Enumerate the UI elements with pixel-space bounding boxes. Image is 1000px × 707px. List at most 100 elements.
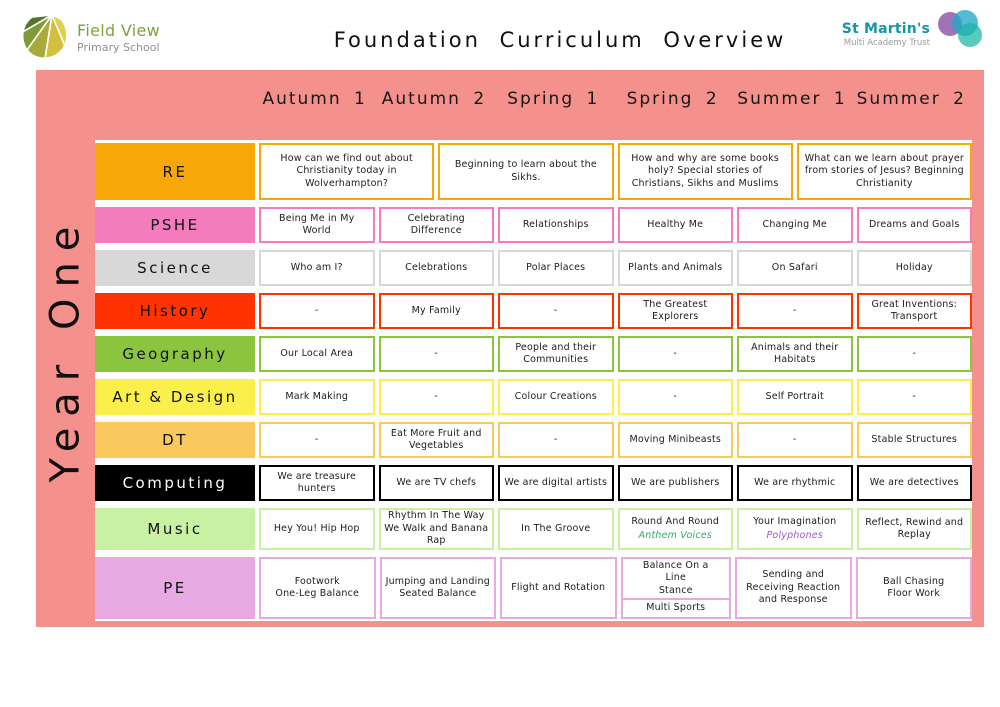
- year-band: Year One: [36, 70, 95, 627]
- subject-label-art-design: Art & Design: [95, 379, 255, 415]
- topic-cell: Changing Me: [737, 207, 853, 243]
- topic-text: How and why are some books holy? Special…: [631, 152, 779, 189]
- subject-row-pe: PE Footwork One-Leg Balance Jumping and La…: [95, 557, 972, 619]
- topic-text: Celebrations: [405, 261, 468, 273]
- season-header-row: Autumn 1 Autumn 2 Spring 1 Spring 2 Summer 1…: [255, 89, 971, 109]
- topic-text: -: [434, 390, 439, 402]
- subject-row-geography: Geography Our Local Area - People and their…: [95, 336, 972, 372]
- topic-text: -: [434, 347, 439, 359]
- topic-cell: -: [737, 293, 853, 329]
- top-bar: Field View Primary School Foundation Cur…: [0, 0, 1000, 70]
- topic-text: -: [673, 390, 678, 402]
- row-cells: Hey You! Hip Hop Rhythm In The Way We Wal…: [259, 508, 972, 550]
- topic-text: Colour Creations: [514, 390, 597, 402]
- trust-text: St Martin's Multi Academy Trust: [842, 21, 930, 48]
- topic-text: People and their Communities: [515, 341, 597, 365]
- topic-text: Sending and Receiving Reaction and Respo…: [746, 569, 841, 606]
- subject-label-computing: Computing: [95, 465, 255, 501]
- topic-cell: Hey You! Hip Hop: [259, 508, 375, 550]
- page-title: Foundation Curriculum Overview: [333, 28, 787, 52]
- row-cells: Our Local Area - People and their Communit…: [259, 336, 972, 372]
- trust-subtitle: Multi Academy Trust: [843, 37, 930, 48]
- topic-cell: -: [378, 379, 494, 415]
- topic-text: We are digital artists: [504, 476, 608, 488]
- topic-text: Ball Chasing Floor Work: [883, 575, 945, 599]
- topic-text: Flight and Rotation: [511, 581, 606, 593]
- topic-accent-text: Polyphones: [766, 529, 823, 541]
- topic-text: Our Local Area: [280, 347, 354, 359]
- subject-label-science: Science: [95, 250, 255, 286]
- subject-label-pe: PE: [95, 557, 255, 619]
- season-header-5: Summer 1: [737, 89, 847, 109]
- topic-text: Your Imagination: [753, 516, 837, 528]
- topic-text: Celebrating Difference: [407, 212, 465, 236]
- topic-cell: Relationships: [498, 207, 614, 243]
- topic-cell: Being Me in My World: [259, 207, 375, 243]
- topic-cell: Celebrating Difference: [378, 207, 494, 243]
- school-text: Field View Primary School: [77, 21, 160, 54]
- topic-cell: Jumping and Landing Seated Balance: [379, 557, 496, 619]
- topic-text: Round And Round: [631, 516, 720, 528]
- topic-text: Self Portrait: [765, 390, 824, 402]
- topic-cell: -: [737, 422, 853, 458]
- topic-text: Polar Places: [526, 261, 586, 273]
- topic-text: The Greatest Explorers: [643, 298, 708, 322]
- topic-cell: Plants and Animals: [617, 250, 733, 286]
- topic-text: Being Me in My World: [279, 212, 355, 236]
- topic-cell: Your Imagination Polyphones: [737, 508, 853, 550]
- topic-cell: The Greatest Explorers: [617, 293, 733, 329]
- topic-text: Who am I?: [290, 261, 343, 273]
- topic-text: -: [314, 433, 319, 445]
- topic-cell: We are TV chefs: [378, 465, 494, 501]
- topic-cell: Holiday: [856, 250, 972, 286]
- topic-cell: What can we learn about prayer from stor…: [796, 143, 972, 200]
- topic-cell: Balance On a Line Stance Multi Sports: [620, 557, 731, 619]
- topic-cell: Dreams and Goals: [856, 207, 972, 243]
- topic-cell: Healthy Me: [617, 207, 733, 243]
- topic-text: -: [553, 433, 558, 445]
- curriculum-table: RE How can we find out about Christianity…: [95, 140, 972, 621]
- subject-row-pshe: PSHE Being Me in My World Celebrating Diff…: [95, 207, 972, 243]
- topic-cell: Polar Places: [498, 250, 614, 286]
- topic-cell: -: [259, 293, 375, 329]
- subject-row-history: History - My Family - The Greatest Explorers…: [95, 293, 972, 329]
- season-header-4: Spring 2: [626, 89, 719, 109]
- topic-cell: We are rhythmic: [737, 465, 853, 501]
- trust-name: St Martin's: [841, 20, 930, 37]
- topic-cell: -: [856, 379, 972, 415]
- topic-cell: Sending and Receiving Reaction and Respo…: [735, 557, 852, 619]
- topic-cell: Flight and Rotation: [500, 557, 617, 619]
- topic-text: Stable Structures: [871, 433, 958, 445]
- topic-text: We are rhythmic: [754, 476, 836, 488]
- topic-cell-part: Multi Sports: [622, 598, 729, 617]
- topic-text: Eat More Fruit and Vegetables: [390, 427, 482, 451]
- topic-cell: My Family: [378, 293, 494, 329]
- trust-circles-icon: [934, 9, 986, 59]
- subject-label-re: RE: [95, 143, 255, 200]
- season-header-2: Autumn 2: [381, 89, 487, 109]
- year-label: Year One: [42, 215, 89, 482]
- row-cells: We are treasure hunters We are TV chefs We…: [259, 465, 972, 501]
- topic-cell: -: [259, 422, 375, 458]
- season-header-6: Summer 2: [856, 89, 966, 109]
- subject-row-re: RE How can we find out about Christianity…: [95, 143, 972, 200]
- topic-cell-part: Balance On a Line Stance: [642, 560, 709, 596]
- topic-cell: -: [617, 336, 733, 372]
- topic-cell: Celebrations: [378, 250, 494, 286]
- topic-text: On Safari: [771, 261, 818, 273]
- season-header-3: Spring 1: [507, 89, 600, 109]
- topic-cell: Eat More Fruit and Vegetables: [378, 422, 494, 458]
- subject-row-music: Music Hey You! Hip Hop Rhythm In The Way W…: [95, 508, 972, 550]
- topic-text: -: [912, 347, 917, 359]
- topic-cell: Ball Chasing Floor Work: [855, 557, 972, 619]
- topic-cell: Round And Round Anthem Voices: [617, 508, 733, 550]
- subject-label-history: History: [95, 293, 255, 329]
- field-view-logo: Field View Primary School: [22, 11, 160, 63]
- subject-row-dt: DT - Eat More Fruit and Vegetables - Moving …: [95, 422, 972, 458]
- topic-cell: Great Inventions: Transport: [856, 293, 972, 329]
- topic-text: -: [792, 433, 797, 445]
- row-cells: Being Me in My World Celebrating Differen…: [259, 207, 972, 243]
- topic-text: Hey You! Hip Hop: [273, 522, 360, 534]
- topic-text: -: [553, 304, 558, 316]
- topic-text: We are TV chefs: [396, 476, 477, 488]
